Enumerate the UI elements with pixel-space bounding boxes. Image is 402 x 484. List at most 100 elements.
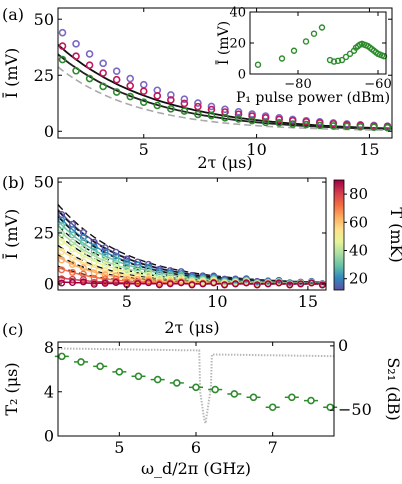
- data-point: [177, 279, 185, 287]
- inset-a-xlabel: P₁ pulse power (dBm): [236, 90, 390, 106]
- x-tick-label: −80: [284, 77, 311, 92]
- x-tick-label: 5: [114, 438, 124, 457]
- y-tick-label: 0: [238, 68, 246, 83]
- data-point: [85, 61, 94, 69]
- data-point: [101, 279, 109, 287]
- inset-data-point: [318, 24, 326, 31]
- data-point: [72, 40, 80, 48]
- data-point: [99, 82, 107, 91]
- data-point: [153, 92, 162, 100]
- data-point: [167, 96, 175, 104]
- t2-point: [153, 375, 162, 384]
- panel-label-c: (c): [2, 320, 23, 339]
- inset-data-point: [290, 47, 298, 54]
- data-point: [112, 264, 120, 272]
- data-point: [275, 115, 283, 124]
- data-point: [123, 255, 131, 263]
- plot-b-data: [57, 204, 327, 289]
- colorbar-gradient: [333, 179, 345, 291]
- inset-data-point: [338, 56, 346, 64]
- x-tick-label: 5: [122, 292, 132, 311]
- x-tick-label: 15: [298, 292, 318, 311]
- colorbar-label: T (mK): [387, 207, 402, 262]
- inset-data-point: [330, 58, 338, 65]
- data-point: [79, 276, 87, 284]
- data-point: [221, 281, 229, 289]
- data-point: [112, 248, 120, 256]
- colorbar-tick-label: 20: [349, 270, 368, 288]
- t2-point: [211, 385, 219, 394]
- t2-point: [192, 383, 200, 392]
- data-point: [72, 52, 80, 60]
- y-tick-label: 20: [229, 37, 246, 52]
- inset-data-point: [254, 61, 262, 68]
- data-point: [155, 265, 163, 273]
- plot-c-ylabel-right: S₂₁ (dB): [384, 357, 402, 420]
- t2-point: [230, 390, 239, 398]
- data-point: [155, 281, 163, 289]
- inset-a: −80 −60 0 20 40 P₁ pulse power (dBm) Ī (mV): [214, 6, 392, 106]
- x-tick-label: 10: [207, 292, 227, 311]
- plot-a-data: [57, 28, 393, 132]
- data-point: [139, 87, 148, 95]
- plot-a-ylabel: Ī (mV): [1, 48, 21, 99]
- data-point: [288, 120, 297, 128]
- data-point: [112, 252, 120, 260]
- plot-c-ticks: 5 6 7 0 4 8 0 −50: [44, 336, 372, 457]
- data-point: [58, 256, 66, 264]
- data-point: [145, 279, 153, 287]
- y-tick-label: 0: [44, 274, 54, 293]
- data-point: [126, 92, 135, 101]
- data-point: [261, 114, 270, 122]
- data-point: [79, 264, 87, 272]
- data-point: [188, 281, 196, 289]
- data-point: [101, 248, 109, 256]
- x-tick-label: 15: [359, 140, 379, 159]
- x-tick-label: 10: [246, 140, 266, 159]
- data-point: [234, 107, 243, 116]
- inset-a-data: [254, 24, 388, 68]
- data-point: [68, 279, 76, 287]
- data-point: [253, 281, 261, 289]
- data-point: [166, 280, 174, 288]
- data-point: [194, 110, 202, 119]
- data-point: [302, 120, 311, 129]
- data-point: [139, 80, 148, 89]
- data-point: [264, 280, 272, 288]
- inset-data-point: [310, 30, 318, 37]
- data-point: [343, 122, 351, 131]
- data-point: [221, 105, 229, 114]
- data-point: [207, 102, 216, 111]
- t2-point: [58, 352, 66, 361]
- data-point: [180, 99, 189, 108]
- data-point: [112, 279, 120, 287]
- data-point: [68, 231, 76, 239]
- data-point: [315, 119, 324, 127]
- data-point: [68, 260, 76, 268]
- data-point: [58, 238, 66, 246]
- data-point: [112, 260, 120, 268]
- data-point: [207, 111, 216, 120]
- colorbar-tick-label: 40: [349, 242, 368, 260]
- data-point: [155, 268, 163, 276]
- data-point: [194, 99, 202, 107]
- plot-b-frame: [57, 177, 327, 291]
- data-point: [72, 66, 80, 75]
- data-point: [79, 238, 87, 246]
- data-point: [90, 264, 98, 272]
- y-tick-label: 50: [34, 10, 54, 29]
- data-point: [112, 256, 120, 264]
- data-point: [221, 114, 229, 122]
- plot-a-frame: [57, 7, 393, 139]
- data-point: [58, 248, 66, 256]
- data-point: [155, 270, 163, 278]
- data-point: [302, 118, 311, 126]
- data-point: [356, 122, 365, 131]
- data-point: [101, 275, 109, 283]
- plot-a-xlabel: 2τ (μs): [197, 153, 252, 172]
- data-point: [370, 123, 378, 132]
- t2-point: [173, 379, 181, 387]
- y-tick-label: 4: [44, 382, 54, 401]
- s21-trace: [57, 347, 335, 427]
- t2-point: [96, 362, 104, 371]
